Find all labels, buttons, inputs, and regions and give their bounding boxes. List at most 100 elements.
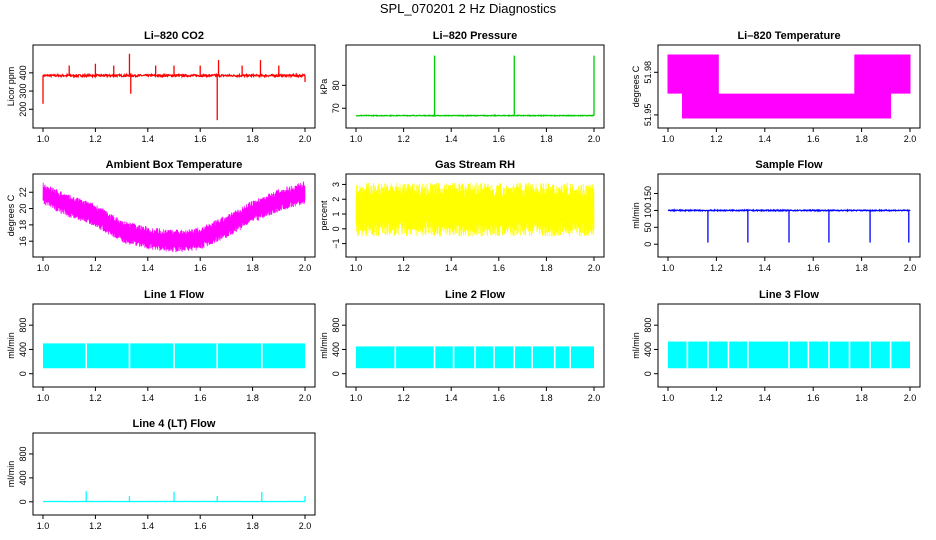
pressure-ytick-label-1: 80 xyxy=(331,80,341,90)
sample-flow-series xyxy=(667,208,911,243)
line1-flow-xtick-label-3: 1.6 xyxy=(194,393,207,403)
co2-ytick-label-2: 400 xyxy=(18,65,28,80)
ambient-temp-ytick-label-3: 22 xyxy=(18,187,28,197)
pressure-xtick-label-1: 1.2 xyxy=(397,134,410,144)
ambient-temp-line xyxy=(42,181,306,253)
licor-temp-ylabel: degrees C xyxy=(631,65,641,107)
line4-flow-xtick-label-1: 1.2 xyxy=(89,521,102,531)
line2-flow-ytick-label-0: 0 xyxy=(331,371,341,376)
licor-temp-xtick-label-1: 1.2 xyxy=(710,134,723,144)
pressure-ylabel: kPa xyxy=(319,79,329,95)
sample-flow-frame xyxy=(657,173,921,258)
line3-flow-title: Line 3 Flow xyxy=(759,289,819,301)
gas-rh-xtick-label-4: 1.8 xyxy=(540,263,553,273)
line1-flow-ytick-label-0: 0 xyxy=(18,371,28,376)
pressure-xtick-label-0: 1.0 xyxy=(350,134,363,144)
line3-flow-xtick-label-0: 1.0 xyxy=(662,393,675,403)
ambient-temp-xtick-label-0: 1.0 xyxy=(37,263,50,273)
panel-ambient-temp: Ambient Box Temperature 1.0 1.2 1.4 1.6 1.8 2.… xyxy=(6,159,316,273)
line1-flow-xtick-label-2: 1.4 xyxy=(142,393,155,403)
line2-flow-ylabel: ml/min xyxy=(319,332,329,359)
line2-flow-xtick-label-1: 1.2 xyxy=(397,393,410,403)
line1-flow-ylabel: ml/min xyxy=(6,332,16,359)
line3-flow-series xyxy=(668,340,910,370)
ambient-temp-xtick-label-4: 1.8 xyxy=(246,263,259,273)
line3-flow-ylabel: ml/min xyxy=(631,332,641,359)
line1-flow-series xyxy=(43,342,305,370)
line1-flow-ytick-label-2: 800 xyxy=(18,318,28,333)
sample-flow-ytick-label-0: 0 xyxy=(643,242,653,247)
line4-flow-xtick-label-0: 1.0 xyxy=(37,521,50,531)
gas-rh-series xyxy=(355,182,595,237)
panel-gas-rh: Gas Stream RH 1.0 1.2 1.4 1.6 1.8 2.0 −1 0 1 2 3 per… xyxy=(319,159,605,273)
sample-flow-xtick-label-5: 2.0 xyxy=(904,263,917,273)
line3-flow-xtick-label-2: 1.4 xyxy=(759,393,772,403)
figure-title: SPL_070201 2 Hz Diagnostics xyxy=(379,1,557,16)
line2-flow-xtick-label-3: 1.6 xyxy=(493,393,506,403)
line4-flow-xtick-label-5: 2.0 xyxy=(299,521,312,531)
licor-temp-xtick-label-0: 1.0 xyxy=(662,134,675,144)
licor-temp-line xyxy=(667,54,911,119)
co2-xtick-label-5: 2.0 xyxy=(299,134,312,144)
line2-flow-xtick-label-4: 1.8 xyxy=(540,393,553,403)
gas-rh-title: Gas Stream RH xyxy=(435,159,515,171)
gas-rh-ytick-label-2: 1 xyxy=(331,212,341,217)
panel-co2: Li–820 CO2 1.0 1.2 1.4 1.6 1.8 2.0 200 300 400Lic… xyxy=(6,30,316,144)
pressure-frame xyxy=(345,44,605,129)
line1-flow-frame xyxy=(32,303,316,388)
line4-flow-ytick-label-2: 800 xyxy=(18,446,28,461)
ambient-temp-ytick-label-2: 20 xyxy=(18,204,28,214)
ambient-temp-ylabel: degrees C xyxy=(6,194,16,236)
licor-temp-ytick-label-0: 51.95 xyxy=(643,104,653,127)
gas-rh-xtick-label-2: 1.4 xyxy=(445,263,458,273)
gas-rh-ytick-label-1: 0 xyxy=(331,226,341,231)
panel-line3-flow: Line 3 Flow 1.0 1.2 1.4 1.6 1.8 2.0 0 400 800ml/m… xyxy=(631,289,921,403)
panel-line1-flow: Line 1 Flow 1.0 1.2 1.4 1.6 1.8 2.0 0 400 800ml/m… xyxy=(6,289,316,403)
line2-flow-ytick-label-1: 400 xyxy=(331,342,341,357)
line2-flow-xtick-label-2: 1.4 xyxy=(445,393,458,403)
ambient-temp-xtick-label-1: 1.2 xyxy=(89,263,102,273)
line3-flow-xtick-label-1: 1.2 xyxy=(710,393,723,403)
co2-xtick-label-2: 1.4 xyxy=(142,134,155,144)
gas-rh-xtick-label-5: 2.0 xyxy=(588,263,601,273)
co2-xtick-label-0: 1.0 xyxy=(37,134,50,144)
licor-temp-xtick-label-2: 1.4 xyxy=(759,134,772,144)
panel-line2-flow: Line 2 Flow 1.0 1.2 1.4 1.6 1.8 2.0 0 400 800ml/m… xyxy=(319,289,605,403)
line4-flow-xtick-label-4: 1.8 xyxy=(246,521,259,531)
line2-flow-title: Line 2 Flow xyxy=(445,289,505,301)
sample-flow-xtick-label-3: 1.6 xyxy=(807,263,820,273)
pressure-ytick-label-0: 70 xyxy=(331,103,341,113)
panel-sample-flow: Sample Flow 1.0 1.2 1.4 1.6 1.8 2.0 0 50 100 150ml… xyxy=(631,159,921,273)
line2-flow-ytick-label-2: 800 xyxy=(331,318,341,333)
licor-temp-ytick-label-1: 51.98 xyxy=(643,61,653,84)
ambient-temp-frame xyxy=(32,173,316,258)
line1-flow-ytick-label-1: 400 xyxy=(18,342,28,357)
line3-flow-ytick-label-0: 0 xyxy=(643,371,653,376)
line4-flow-ylabel: ml/min xyxy=(6,461,16,488)
line3-flow-xtick-label-3: 1.6 xyxy=(807,393,820,403)
pressure-title: Li–820 Pressure xyxy=(433,30,517,42)
co2-title: Li–820 CO2 xyxy=(144,30,204,42)
ambient-temp-ytick-label-1: 18 xyxy=(18,220,28,230)
ambient-temp-xtick-label-2: 1.4 xyxy=(142,263,155,273)
line2-flow-xtick-label-0: 1.0 xyxy=(350,393,363,403)
ambient-temp-title: Ambient Box Temperature xyxy=(106,159,243,171)
sample-flow-ytick-label-1: 50 xyxy=(643,222,653,232)
line4-flow-frame xyxy=(32,432,316,516)
co2-series xyxy=(42,53,306,121)
licor-temp-xtick-label-3: 1.6 xyxy=(807,134,820,144)
sample-flow-xtick-label-1: 1.2 xyxy=(710,263,723,273)
line1-flow-xtick-label-4: 1.8 xyxy=(246,393,259,403)
line4-flow-ytick-label-0: 0 xyxy=(18,499,28,504)
co2-xtick-label-1: 1.2 xyxy=(89,134,102,144)
licor-temp-xtick-label-5: 2.0 xyxy=(904,134,917,144)
co2-xtick-label-4: 1.8 xyxy=(246,134,259,144)
gas-rh-xtick-label-1: 1.2 xyxy=(397,263,410,273)
gas-rh-xtick-label-3: 1.6 xyxy=(493,263,506,273)
ambient-temp-xtick-label-5: 2.0 xyxy=(299,263,312,273)
sample-flow-title: Sample Flow xyxy=(755,159,823,171)
line1-flow-xtick-label-0: 1.0 xyxy=(37,393,50,403)
line4-flow-title: Line 4 (LT) Flow xyxy=(133,418,216,430)
gas-rh-xtick-label-0: 1.0 xyxy=(350,263,363,273)
